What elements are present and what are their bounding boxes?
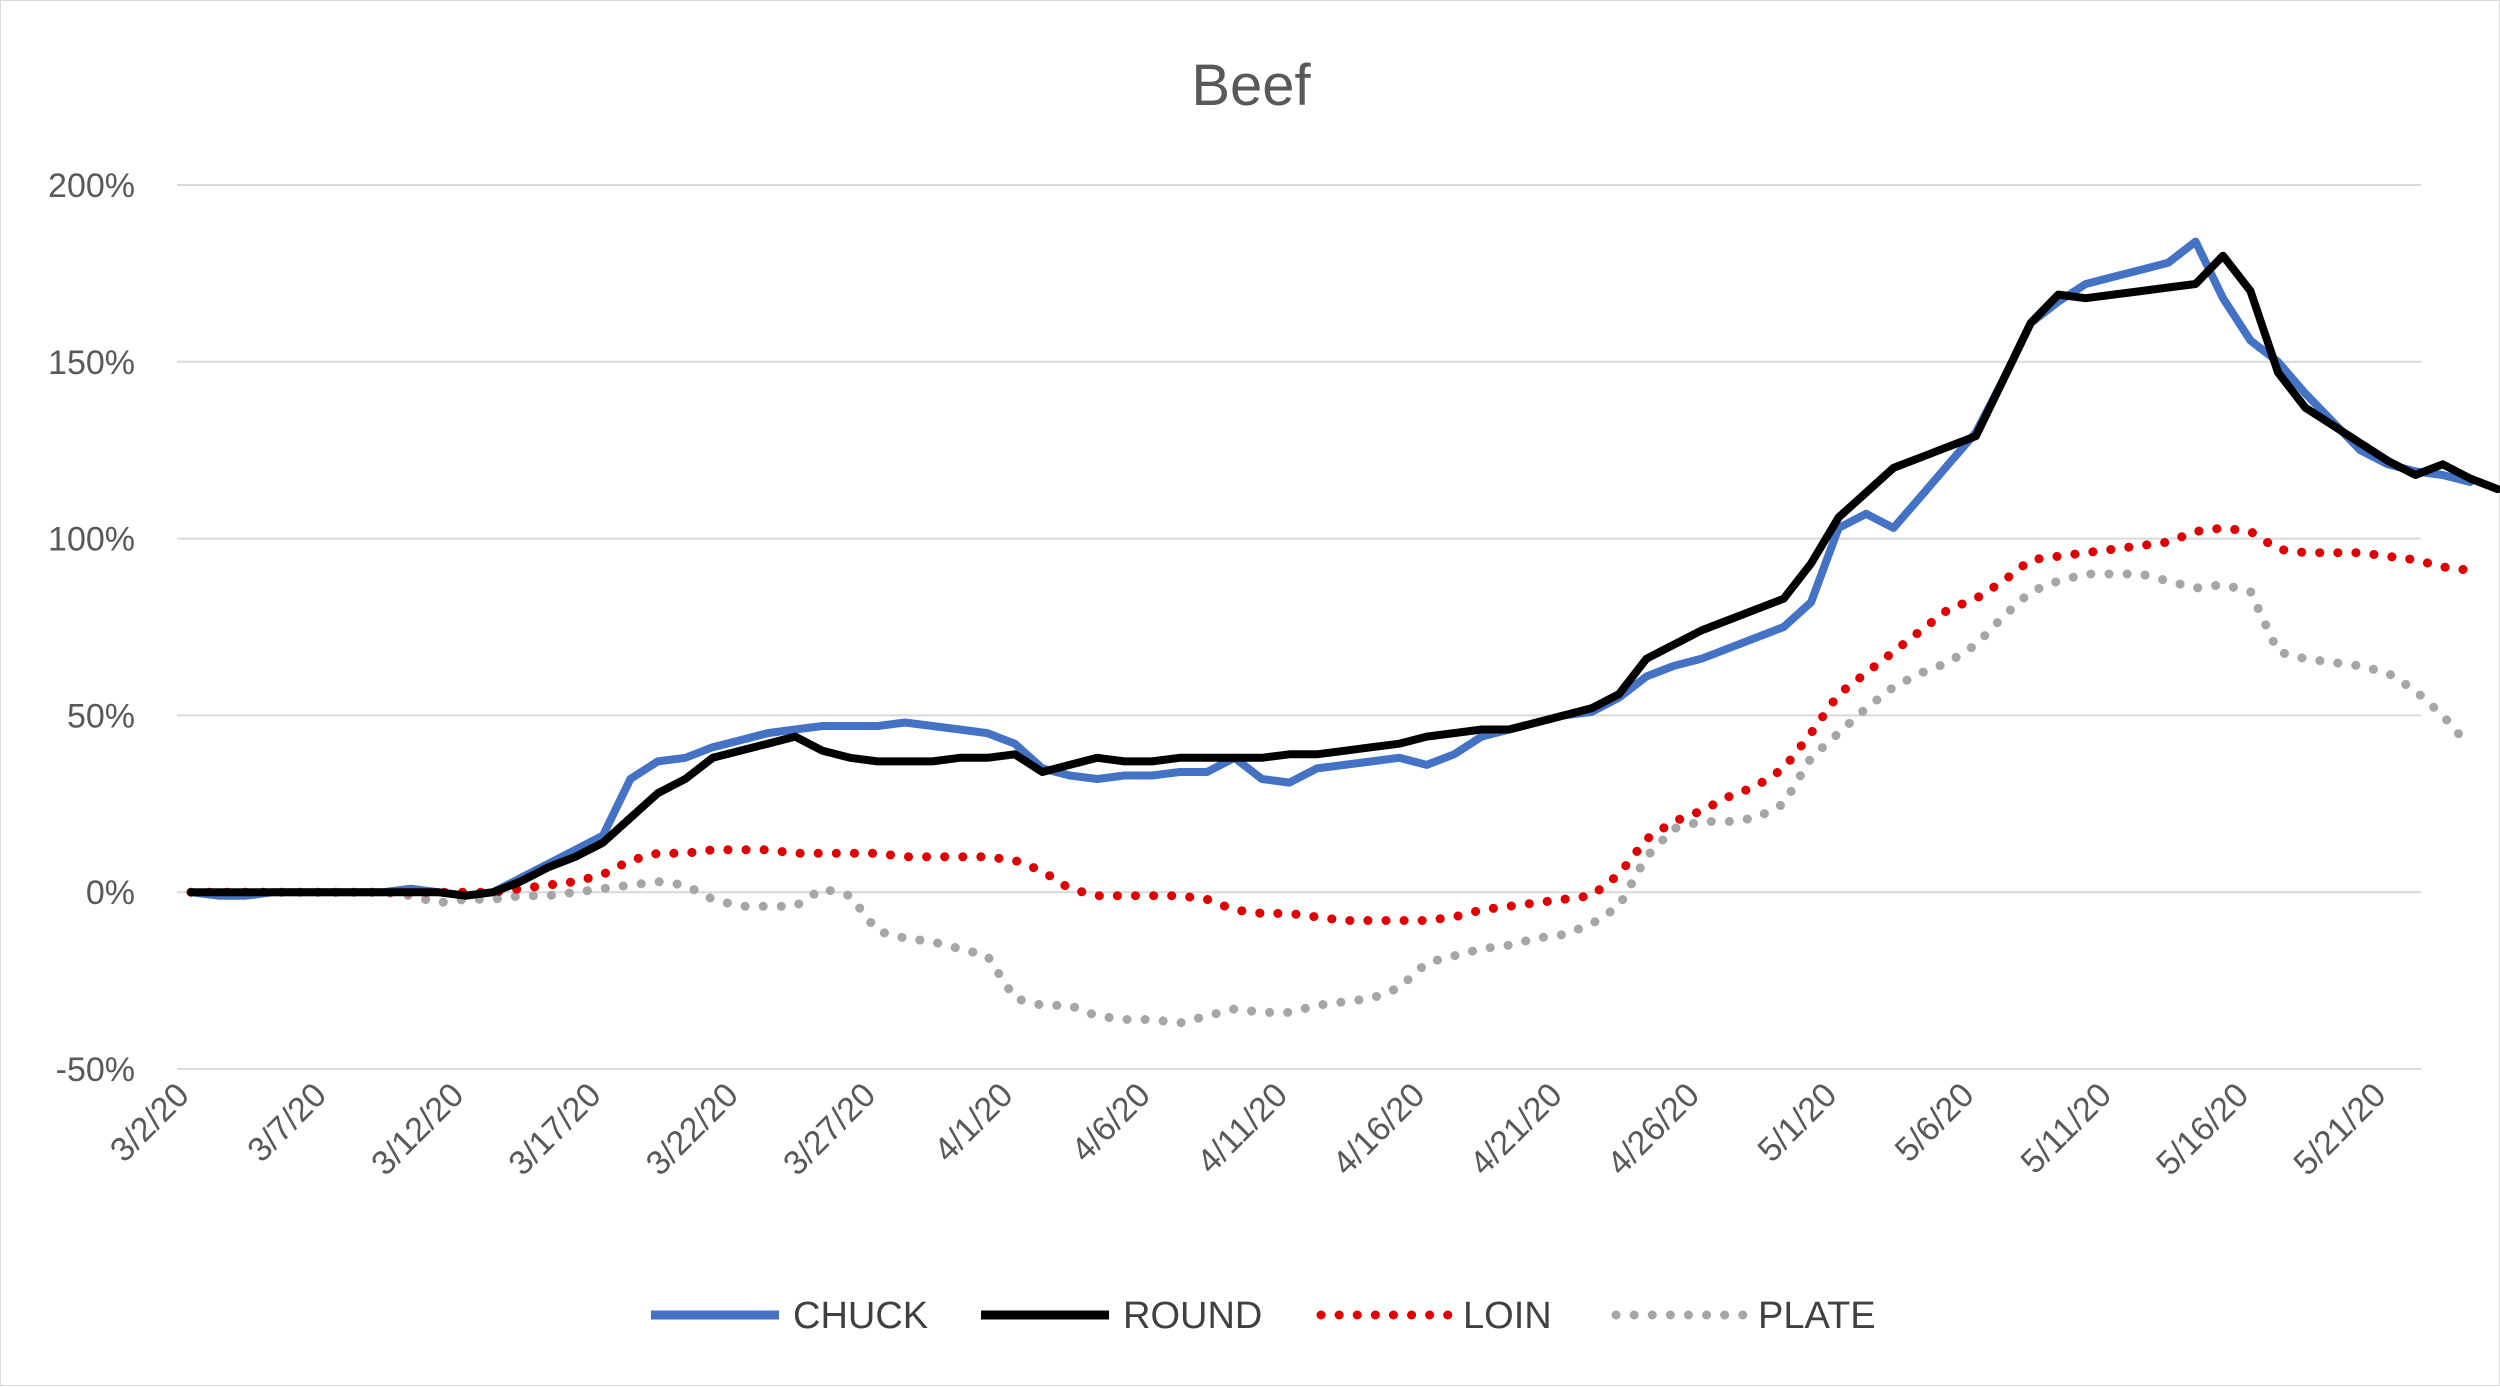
x-tick-label: 4/1/20 xyxy=(927,1076,1021,1170)
legend-label-round: ROUND xyxy=(1123,1295,1262,1337)
x-tick-label: 4/21/20 xyxy=(1463,1076,1570,1183)
series-line-round xyxy=(187,251,2500,900)
x-tick-label: 5/6/20 xyxy=(1888,1076,1982,1170)
y-tick-label: 0% xyxy=(86,874,135,912)
x-tick-label: 4/6/20 xyxy=(1064,1076,1158,1170)
series-line-plate xyxy=(186,569,2475,1028)
x-tick-label: 4/11/20 xyxy=(1190,1076,1295,1181)
x-tick-label: 3/7/20 xyxy=(240,1076,334,1170)
y-axis-ticks: -50% 0% 50% 100% 150% 200% xyxy=(48,167,135,1089)
x-tick-label: 3/27/20 xyxy=(776,1076,883,1183)
x-tick-label: 5/11/20 xyxy=(2014,1076,2119,1181)
legend-label-loin: LOIN xyxy=(1463,1295,1552,1337)
x-tick-label: 4/16/20 xyxy=(1325,1076,1432,1183)
y-tick-label: 150% xyxy=(48,344,135,382)
x-tick-label: 5/21/20 xyxy=(2286,1076,2393,1183)
x-tick-label: 3/22/20 xyxy=(639,1076,746,1183)
x-tick-label: 4/26/20 xyxy=(1600,1076,1707,1183)
legend: CHUCK ROUND LOIN PLATE xyxy=(651,1295,1876,1337)
y-tick-label: 100% xyxy=(48,521,135,559)
x-tick-label: 3/2/20 xyxy=(103,1076,197,1170)
legend-label-chuck: CHUCK xyxy=(793,1295,928,1337)
series-line-loin xyxy=(186,523,2475,925)
x-tick-label: 3/12/20 xyxy=(364,1076,471,1183)
chart-title: Beef xyxy=(1191,53,1311,118)
series-lines xyxy=(186,237,2500,1028)
x-tick-label: 5/1/20 xyxy=(1751,1076,1845,1170)
y-tick-label: 200% xyxy=(48,167,135,205)
y-tick-label: -50% xyxy=(56,1051,135,1089)
x-tick-label: 3/17/20 xyxy=(501,1076,608,1183)
y-tick-label: 50% xyxy=(67,697,135,735)
series-line-chuck xyxy=(187,237,2475,900)
legend-label-plate: PLATE xyxy=(1758,1295,1876,1337)
x-tick-label: 5/16/20 xyxy=(2149,1076,2256,1183)
x-axis-ticks: 3/2/20 3/7/20 3/12/20 3/17/20 3/22/20 3/27/20… xyxy=(103,1076,2394,1183)
gridlines xyxy=(177,184,2421,1070)
